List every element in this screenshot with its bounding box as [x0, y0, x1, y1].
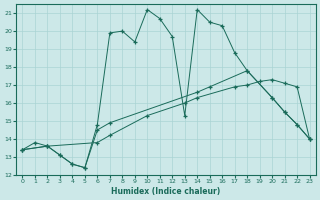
X-axis label: Humidex (Indice chaleur): Humidex (Indice chaleur): [111, 187, 221, 196]
